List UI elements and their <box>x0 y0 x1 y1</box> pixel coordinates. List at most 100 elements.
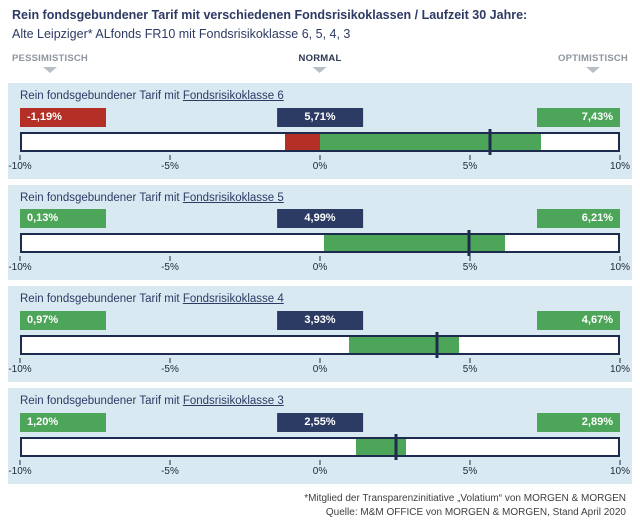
axis-ticks <box>19 255 621 262</box>
axis-tick-label: -10% <box>8 160 32 172</box>
optimistic-value-badge: 4,67% <box>537 311 620 331</box>
normal-value-badge: 2,55% <box>277 412 363 432</box>
axis-tick-label: 0% <box>312 465 328 477</box>
axis-tick <box>619 358 621 364</box>
risk-panel-fondsrisikoklasse-4: Rein fondsgebundener Tarif mit Fondsrisi… <box>8 286 632 383</box>
optimistic-value-badge: 6,21% <box>537 209 620 229</box>
footer-note: *Mitglied der Transparenzinitiative „Vol… <box>304 492 626 504</box>
bar-segment-green <box>348 337 460 354</box>
axis-tick-label: 10% <box>609 160 631 172</box>
risk-panel-fondsrisikoklasse-5: Rein fondsgebundener Tarif mit Fondsrisi… <box>8 184 632 281</box>
axis-tick-labels: -10% -5% 0% 5% 10% <box>8 364 630 376</box>
panel-title: Rein fondsgebundener Tarif mit Fondsrisi… <box>20 293 620 307</box>
axis-tick-label: 5% <box>462 160 478 172</box>
risk-class-name: Fondsrisikoklasse 5 <box>182 191 284 204</box>
scenario-pessimistic-label: PESSIMISTISCH <box>12 52 88 64</box>
axis-tick <box>169 459 171 465</box>
arrow-down-icon <box>312 66 327 73</box>
risk-class-name: Fondsrisikoklasse 3 <box>182 395 284 408</box>
panel-title: Rein fondsgebundener Tarif mit Fondsrisi… <box>20 395 620 409</box>
axis-tick <box>469 358 471 364</box>
page-subtitle: Alte Leipziger* ALfonds FR10 mit Fondsri… <box>12 26 351 41</box>
axis-tick-label: -10% <box>8 262 32 274</box>
axis-tick <box>169 256 171 262</box>
scenario-header: PESSIMISTISCH NORMAL OPTIMISTISCH <box>12 53 628 80</box>
axis-tick <box>619 459 621 465</box>
axis-tick-label: 10% <box>609 364 631 376</box>
page: Rein fondsgebundener Tarif mit verschied… <box>8 7 632 518</box>
axis-tick-labels: -10% -5% 0% 5% 10% <box>8 465 630 478</box>
normal-value-badge: 4,99% <box>277 209 363 229</box>
normal-value-marker <box>394 433 398 460</box>
axis-tick <box>619 154 621 160</box>
scenario-optimistic-label: OPTIMISTISCH <box>558 52 628 64</box>
axis-tick <box>469 154 471 160</box>
axis-tick-label: -5% <box>161 160 179 172</box>
range-bar <box>20 230 620 257</box>
axis-tick-label: -5% <box>161 364 179 376</box>
range-bar <box>20 433 620 460</box>
value-badges-row: 1,20% 2,55% 2,89% <box>20 412 620 432</box>
axis-tick-label: 0% <box>312 262 328 274</box>
scenario-normal: NORMAL <box>299 53 342 73</box>
panel-title-prefix: Rein fondsgebundener Tarif mit <box>20 89 183 102</box>
panel-title: Rein fondsgebundener Tarif mit Fondsrisi… <box>20 90 620 104</box>
axis-ticks <box>19 154 621 160</box>
bar-segment-red <box>284 133 320 150</box>
axis-tick-label: -5% <box>161 262 179 274</box>
range-bar <box>20 332 620 359</box>
axis-tick <box>319 154 321 160</box>
axis-tick-label: 0% <box>312 364 328 376</box>
axis-tick-label: 5% <box>462 262 478 274</box>
optimistic-value-badge: 2,89% <box>537 412 620 432</box>
panel-title: Rein fondsgebundener Tarif mit Fondsrisi… <box>20 192 620 206</box>
axis-tick <box>19 459 21 465</box>
axis-tick-label: 0% <box>312 160 328 172</box>
axis-tick <box>19 256 21 262</box>
normal-value-badge: 3,93% <box>277 311 363 331</box>
risk-class-name: Fondsrisikoklasse 4 <box>182 293 284 306</box>
axis-tick-label: 5% <box>462 465 478 477</box>
bar-segment-green <box>323 235 506 252</box>
axis-tick-label: 5% <box>462 364 478 376</box>
axis-tick-labels: -10% -5% 0% 5% 10% <box>8 262 630 274</box>
pessimistic-value-badge: -1,19% <box>20 107 106 127</box>
axis-tick-label: 10% <box>609 262 631 274</box>
arrow-down-icon <box>586 66 601 73</box>
pessimistic-value-badge: 0,13% <box>20 209 106 229</box>
panel-title-prefix: Rein fondsgebundener Tarif mit <box>20 191 183 204</box>
panel-title-prefix: Rein fondsgebundener Tarif mit <box>20 293 183 306</box>
range-bar <box>20 128 620 155</box>
scenario-optimistic: OPTIMISTISCH <box>558 53 628 73</box>
axis-ticks <box>19 357 621 364</box>
axis-tick <box>319 256 321 262</box>
header: Rein fondsgebundener Tarif mit verschied… <box>12 7 628 43</box>
axis-tick-label: 10% <box>609 465 631 477</box>
risk-panel-fondsrisikoklasse-6: Rein fondsgebundener Tarif mit Fondsrisi… <box>8 82 632 179</box>
footer: *Mitglied der Transparenzinitiative „Vol… <box>0 492 626 521</box>
axis-tick <box>319 459 321 465</box>
normal-value-marker <box>488 128 492 155</box>
scenario-pessimistic: PESSIMISTISCH <box>12 53 88 73</box>
bar-segment-green <box>355 438 407 455</box>
axis-tick <box>169 154 171 160</box>
risk-class-name: Fondsrisikoklasse 6 <box>182 89 284 102</box>
panel-title-prefix: Rein fondsgebundener Tarif mit <box>20 395 183 408</box>
arrow-down-icon <box>42 66 57 73</box>
axis-tick-label: -10% <box>8 465 32 477</box>
axis-tick <box>619 256 621 262</box>
axis-tick <box>319 358 321 364</box>
value-badges-row: 0,13% 4,99% 6,21% <box>20 209 620 229</box>
risk-panel-fondsrisikoklasse-3: Rein fondsgebundener Tarif mit Fondsrisi… <box>8 388 632 484</box>
value-badges-row: 0,97% 3,93% 4,67% <box>20 311 620 331</box>
axis-tick <box>469 459 471 465</box>
axis-tick <box>19 154 21 160</box>
axis-tick <box>169 358 171 364</box>
axis-ticks <box>19 459 621 465</box>
axis-tick-labels: -10% -5% 0% 5% 10% <box>8 160 630 173</box>
normal-value-badge: 5,71% <box>277 107 363 127</box>
axis-tick <box>19 358 21 364</box>
bar-segment-green <box>320 133 542 150</box>
normal-value-marker <box>467 230 471 257</box>
optimistic-value-badge: 7,43% <box>537 107 620 127</box>
